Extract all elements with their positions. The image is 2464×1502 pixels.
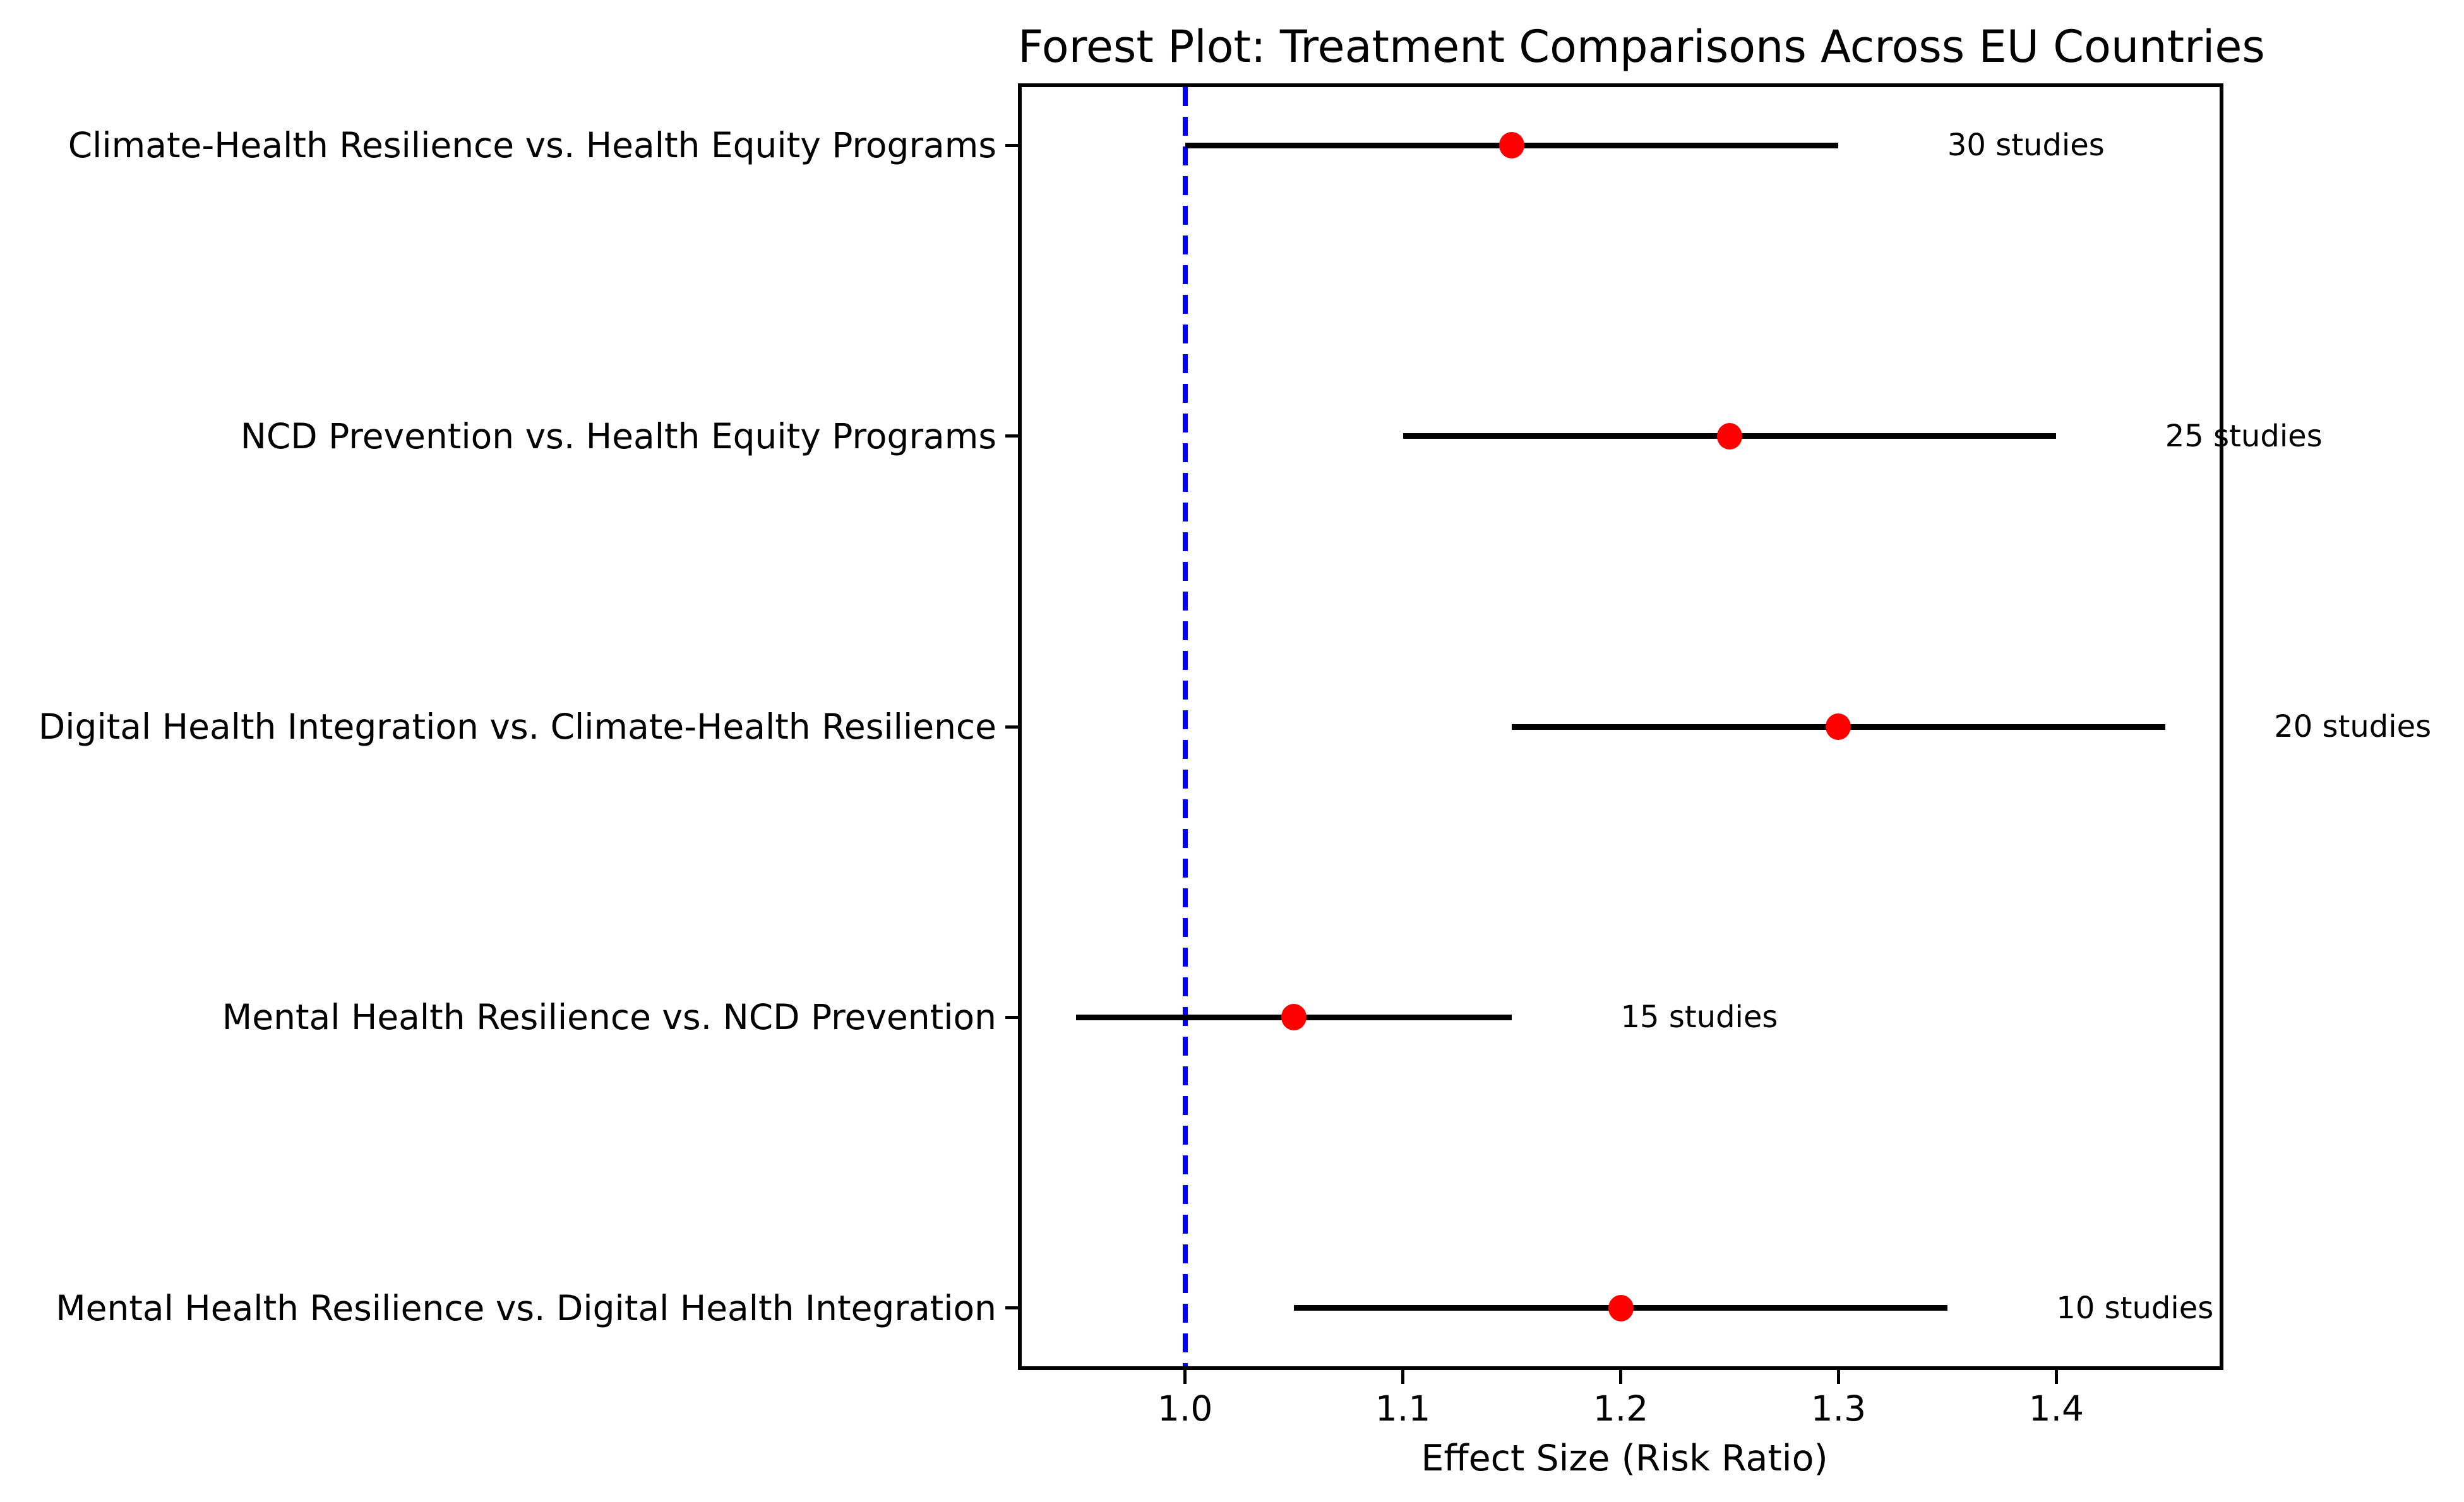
effect-size-marker [1281,1004,1307,1031]
comparison-label: Mental Health Resilience vs. NCD Prevent… [222,997,996,1038]
x-tick-label: 1.0 [1157,1388,1213,1429]
y-tick-mark [1005,434,1018,438]
x-tick-label: 1.2 [1593,1388,1649,1429]
effect-size-marker [1716,422,1742,450]
study-count-label: 15 studies [1620,999,1778,1035]
y-tick-mark [1005,725,1018,729]
effect-size-marker [1826,713,1851,740]
y-tick-mark [1005,1306,1018,1310]
comparison-label: Climate-Health Resilience vs. Health Equ… [68,125,996,166]
x-tick-mark [1401,1370,1405,1384]
y-tick-mark [1005,1015,1018,1019]
x-tick-mark [1619,1370,1622,1384]
effect-size-marker [1608,1294,1634,1321]
comparison-label: NCD Prevention vs. Health Equity Program… [240,415,996,456]
study-count-label: 30 studies [1947,128,2105,164]
chart-title: Forest Plot: Treatment Comparisons Acros… [1018,21,2265,73]
x-tick-mark [1836,1370,1840,1384]
effect-size-marker [1499,132,1525,159]
plot-area: 30 studies 25 studies 20 studies 15 studies… [1018,83,2431,1370]
study-count-label: 20 studies [2274,709,2432,744]
x-tick-label: 1.1 [1375,1388,1431,1429]
reference-line [1182,87,1188,1366]
comparison-label: Mental Health Resilience vs. Digital Hea… [56,1287,996,1328]
study-count-label: 10 studies [2056,1290,2214,1326]
x-tick-label: 1.4 [2028,1388,2084,1429]
y-tick-mark [1005,143,1018,147]
x-tick-mark [1183,1370,1187,1384]
x-axis-label: Effect Size (Risk Ratio) [1421,1438,1828,1479]
x-tick-label: 1.3 [1810,1388,1867,1429]
comparison-label: Digital Health Integration vs. Climate-H… [38,706,996,747]
study-count-label: 25 studies [2165,418,2323,454]
x-tick-mark [2054,1370,2058,1384]
